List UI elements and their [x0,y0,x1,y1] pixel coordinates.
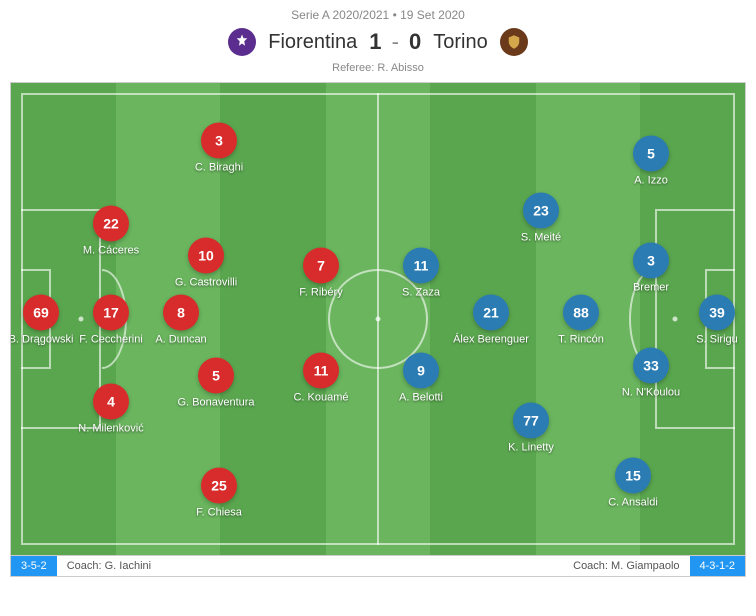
player-number: 7 [303,248,339,284]
away-player-3[interactable]: 3 Bremer [606,243,696,294]
away-player-21[interactable]: 21 Álex Berenguer [446,295,536,346]
player-number: 22 [93,206,129,242]
player-name-label: A. Izzo [606,175,696,187]
home-player-5[interactable]: 5 G. Bonaventura [171,358,261,409]
player-name-label: K. Linetty [486,442,576,454]
away-formation-badge: 4-3-1-2 [690,556,745,576]
player-name-label: F. Ribéry [276,287,366,299]
home-crest-icon [228,28,256,56]
home-coach-label: Coach: [67,560,102,572]
away-player-5[interactable]: 5 A. Izzo [606,136,696,187]
away-coach-name: M. Giampaolo [611,560,679,572]
dot-separator: • [393,8,401,22]
home-player-7[interactable]: 7 F. Ribéry [276,248,366,299]
home-player-10[interactable]: 10 G. Castrovilli [161,238,251,289]
home-player-11[interactable]: 11 C. Kouamé [276,353,366,404]
away-coach: Coach: M. Giampaolo [373,556,689,576]
score-block: 1 - 0 [369,29,421,55]
away-player-77[interactable]: 77 K. Linetty [486,403,576,454]
player-name-label: A. Belotti [376,392,466,404]
player-number: 17 [93,295,129,331]
away-player-33[interactable]: 33 N. N'Koulou [606,348,696,399]
footer-row: 3-5-2 Coach: G. Iachini Coach: M. Giampa… [10,556,746,577]
player-name-label: Bremer [606,282,696,294]
home-player-4[interactable]: 4 N. Milenković [66,384,156,435]
away-score: 0 [409,29,421,54]
player-number: 21 [473,295,509,331]
player-name-label: S. Zaza [376,287,466,299]
center-dot [376,317,381,322]
player-number: 11 [403,248,439,284]
away-player-15[interactable]: 15 C. Ansaldi [588,458,678,509]
away-player-39[interactable]: 39 S. Sirigu [672,295,746,346]
match-date: 19 Set 2020 [400,8,465,22]
player-number: 10 [188,238,224,274]
player-name-label: C. Kouamé [276,392,366,404]
player-name-label: N. N'Koulou [606,387,696,399]
away-player-11[interactable]: 11 S. Zaza [376,248,466,299]
player-name-label: N. Milenković [66,423,156,435]
home-coach-name: G. Iachini [105,560,151,572]
away-player-9[interactable]: 9 A. Belotti [376,353,466,404]
player-number: 88 [563,295,599,331]
away-coach-label: Coach: [573,560,608,572]
player-name-label: T. Rincón [536,334,626,346]
player-name-label: Álex Berenguer [446,334,536,346]
player-name-label: C. Ansaldi [588,497,678,509]
player-number: 23 [523,193,559,229]
player-number: 9 [403,353,439,389]
player-number: 5 [633,136,669,172]
player-name-label: A. Duncan [136,334,226,346]
competition-label: Serie A 2020/2021 [291,8,389,22]
player-name-label: G. Bonaventura [171,397,261,409]
player-number: 15 [615,458,651,494]
player-number: 33 [633,348,669,384]
home-team-name: Fiorentina [268,31,357,54]
home-player-3[interactable]: 3 C. Biraghi [174,123,264,174]
player-number: 3 [633,243,669,279]
match-header: Serie A 2020/2021 • 19 Set 2020 Fiorenti… [0,0,756,82]
player-name-label: S. Meité [496,232,586,244]
referee-label: Referee: [332,62,374,74]
pitch: 69B. Drągowski22M. Cáceres17F. Ceccherin… [10,82,746,556]
referee-name: R. Abisso [377,62,423,74]
home-player-22[interactable]: 22 M. Cáceres [66,206,156,257]
player-number: 77 [513,403,549,439]
referee-row: Referee: R. Abisso [0,62,756,74]
competition-date: Serie A 2020/2021 • 19 Set 2020 [0,8,756,22]
home-formation-badge: 3-5-2 [11,556,57,576]
player-name-label: M. Cáceres [66,245,156,257]
away-team-name: Torino [433,31,487,54]
player-number: 39 [699,295,735,331]
match-score-row: Fiorentina 1 - 0 Torino [0,28,756,56]
home-player-8[interactable]: 8 A. Duncan [136,295,226,346]
player-number: 3 [201,123,237,159]
player-name-label: S. Sirigu [672,334,746,346]
player-number: 11 [303,353,339,389]
away-player-23[interactable]: 23 S. Meité [496,193,586,244]
home-coach: Coach: G. Iachini [57,556,373,576]
score-dash: - [392,29,399,54]
player-number: 5 [198,358,234,394]
player-number: 69 [23,295,59,331]
player-number: 25 [201,468,237,504]
away-player-88[interactable]: 88 T. Rincón [536,295,626,346]
player-number: 8 [163,295,199,331]
home-player-25[interactable]: 25 F. Chiesa [174,468,264,519]
player-name-label: F. Chiesa [174,507,264,519]
home-score: 1 [369,29,381,54]
away-crest-icon [500,28,528,56]
player-name-label: G. Castrovilli [161,277,251,289]
player-number: 4 [93,384,129,420]
player-name-label: C. Biraghi [174,162,264,174]
